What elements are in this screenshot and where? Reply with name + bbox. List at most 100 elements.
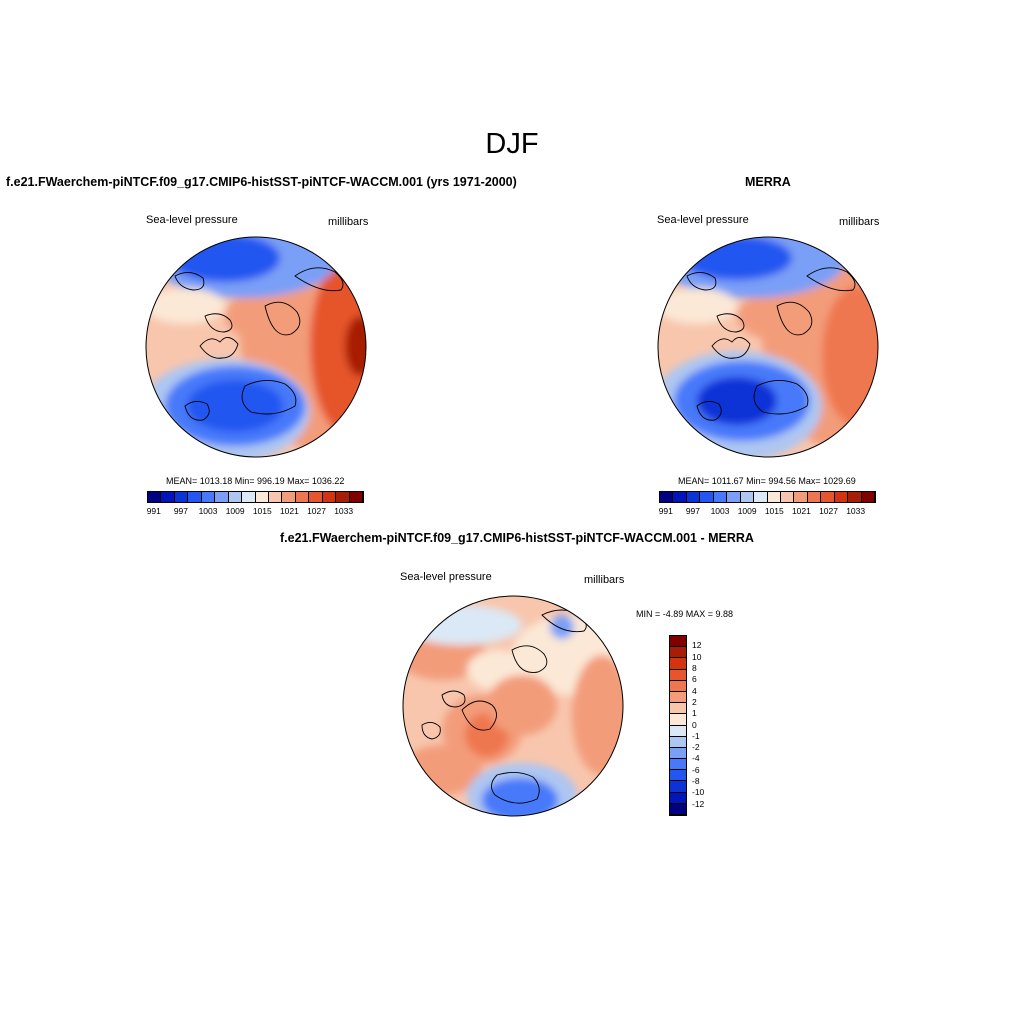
obs-stats: MEAN= 1011.67 Min= 994.56 Max= 1029.69	[678, 476, 856, 486]
colorbar-swatch	[336, 492, 350, 502]
diff-variable-label: Sea-level pressure	[400, 571, 492, 583]
colorbar-swatch	[767, 492, 781, 502]
obs-colorbar-ticks: 991 997 1003 1009 1015 1021 1027 1033	[659, 506, 876, 518]
colorbar-swatch	[148, 492, 162, 502]
colorbar-tick-label: 0	[692, 719, 697, 730]
obs-variable-label: Sea-level pressure	[657, 214, 749, 226]
colorbar-swatch	[821, 492, 835, 502]
colorbar-swatch	[727, 492, 741, 502]
obs-panel-heading: MERRA	[745, 175, 791, 189]
colorbar-tick-label: 10	[692, 651, 702, 662]
colorbar-tick-label: 1003	[710, 506, 730, 516]
colorbar-tick-label: 997	[173, 506, 188, 516]
colorbar-swatch	[255, 492, 269, 502]
colorbar-swatch	[670, 792, 686, 804]
colorbar-swatch	[686, 492, 701, 502]
colorbar-tick-label: -6	[692, 764, 700, 775]
colorbar-swatch	[201, 492, 216, 502]
colorbar-swatch	[670, 691, 686, 704]
colorbar-tick-label: -12	[692, 798, 705, 809]
figure-title: DJF	[485, 128, 539, 160]
colorbar-tick-label: 1009	[737, 506, 757, 516]
colorbar-swatch	[670, 669, 686, 681]
colorbar-tick-label: 8	[692, 662, 697, 673]
colorbar-swatch	[834, 492, 849, 502]
colorbar-tick-label: 1009	[225, 506, 245, 516]
colorbar-swatch	[174, 492, 189, 502]
colorbar-tick-label: 12	[692, 640, 702, 651]
colorbar-swatch	[794, 492, 808, 502]
colorbar-swatch	[295, 492, 310, 502]
colorbar-tick-label: 991	[146, 506, 161, 516]
colorbar-tick-label: 1021	[791, 506, 811, 516]
colorbar-swatch	[242, 492, 256, 502]
colorbar-swatch	[861, 492, 875, 502]
model-polar-map	[145, 236, 367, 458]
colorbar-tick-label: 1027	[307, 506, 326, 516]
colorbar-swatch	[670, 781, 686, 793]
diff-units-label: millibars	[584, 574, 625, 586]
model-colorbar-ticks: 991 997 1003 1009 1015 1021 1027 1033	[147, 506, 364, 518]
colorbar-tick-label: 1015	[252, 506, 272, 516]
colorbar-tick-label: 6	[692, 674, 697, 685]
colorbar-swatch	[848, 492, 862, 502]
colorbar-tick-label: 1003	[198, 506, 218, 516]
colorbar-swatch	[282, 492, 296, 502]
colorbar-tick-label: 1027	[819, 506, 838, 516]
colorbar-swatch	[215, 492, 229, 502]
colorbar-swatch	[322, 492, 337, 502]
colorbar-swatch	[780, 492, 795, 502]
colorbar-swatch	[670, 636, 686, 648]
colorbar-tick-label: 997	[685, 506, 700, 516]
colorbar-tick-label: -4	[692, 753, 700, 764]
model-panel-heading: f.e21.FWaerchem-piNTCF.f09_g17.CMIP6-his…	[6, 175, 517, 189]
colorbar-swatch	[670, 759, 686, 771]
colorbar-tick-label: 1021	[279, 506, 299, 516]
colorbar-swatch	[349, 492, 363, 502]
colorbar-swatch	[673, 492, 687, 502]
diff-colorbar-ticks: 12 10 8 6 4 2 1 0 -1 -2 -4 -6 -8 -10 -12	[692, 635, 722, 816]
obs-polar-map	[657, 236, 879, 458]
colorbar-swatch	[670, 703, 686, 715]
colorbar-swatch	[309, 492, 323, 502]
colorbar-swatch	[670, 736, 686, 748]
colorbar-swatch	[670, 647, 686, 659]
colorbar-tick-label: -1	[692, 730, 700, 741]
model-variable-label: Sea-level pressure	[146, 214, 238, 226]
colorbar-swatch	[713, 492, 728, 502]
colorbar-tick-label: 1015	[764, 506, 784, 516]
colorbar-swatch	[754, 492, 768, 502]
colorbar-tick-label: 991	[658, 506, 673, 516]
model-stats: MEAN= 1013.18 Min= 996.19 Max= 1036.22	[166, 476, 345, 486]
colorbar-swatch	[700, 492, 714, 502]
colorbar-tick-label: 1	[692, 708, 697, 719]
colorbar-tick-label: 2	[692, 696, 697, 707]
colorbar-swatch	[268, 492, 283, 502]
colorbar-swatch	[740, 492, 755, 502]
colorbar-tick-label: -8	[692, 776, 700, 787]
colorbar-swatch	[670, 658, 686, 670]
colorbar-tick-label: -10	[692, 787, 705, 798]
colorbar-swatch	[670, 747, 686, 760]
colorbar-swatch	[670, 803, 686, 815]
diff-colorbar	[669, 635, 687, 816]
model-units-label: millibars	[328, 216, 369, 228]
obs-units-label: millibars	[839, 216, 880, 228]
colorbar-swatch	[670, 770, 686, 782]
colorbar-swatch	[807, 492, 822, 502]
colorbar-swatch	[670, 680, 686, 692]
colorbar-tick-label: 1033	[846, 506, 866, 516]
model-colorbar	[147, 491, 364, 503]
colorbar-tick-label: 4	[692, 685, 697, 696]
colorbar-swatch	[161, 492, 175, 502]
colorbar-swatch	[670, 714, 686, 726]
colorbar-swatch	[670, 725, 686, 737]
colorbar-swatch	[188, 492, 202, 502]
diff-stats: MIN = -4.89 MAX = 9.88	[636, 609, 734, 619]
obs-colorbar	[659, 491, 876, 503]
colorbar-tick-label: -2	[692, 742, 700, 753]
diff-polar-map	[402, 595, 624, 817]
colorbar-swatch	[228, 492, 243, 502]
colorbar-tick-label: 1033	[334, 506, 354, 516]
diff-panel-heading: f.e21.FWaerchem-piNTCF.f09_g17.CMIP6-his…	[280, 531, 754, 545]
